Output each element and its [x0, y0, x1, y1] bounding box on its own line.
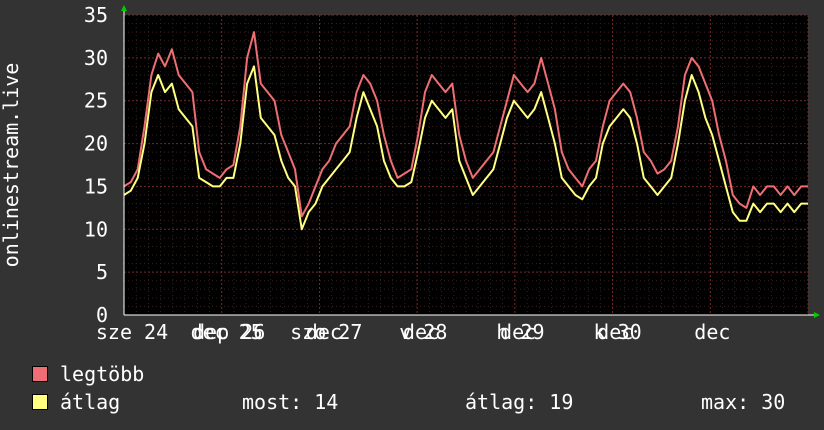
x-tick-label: v 28	[399, 320, 447, 344]
y-tick-label: 15	[84, 174, 108, 198]
x-tick-label: h 29	[496, 320, 544, 344]
x-tick-label: k 30	[594, 320, 642, 344]
x-tick-label: dec	[694, 320, 730, 344]
x-tick-label: dec 25	[191, 320, 263, 344]
y-tick-label: 35	[84, 3, 108, 27]
x-axis-arrow	[814, 312, 820, 318]
x-tick-label: dec	[500, 320, 536, 344]
x-tick-label: sze 24	[96, 320, 168, 344]
series-line-max	[123, 31, 808, 218]
y-tick-label: 20	[84, 132, 108, 156]
series-line-avg	[123, 65, 808, 231]
series-layer	[123, 31, 808, 231]
axes	[121, 5, 820, 318]
x-tick-label: dec	[597, 320, 633, 344]
y-axis-label: onlinestream.live	[0, 63, 23, 268]
x-tick-label: dep 26	[193, 320, 265, 344]
y-tick-label: 25	[84, 89, 108, 113]
y-tick-label: 10	[84, 217, 108, 241]
plot-background	[124, 15, 808, 315]
y-tick-label: 0	[96, 303, 108, 327]
x-tick-label: szo 27	[290, 320, 362, 344]
y-tick-labels: 0 5 10 15 20 25 30 35	[84, 3, 108, 327]
y-tick-label: 5	[96, 260, 108, 284]
y-tick-label: 30	[84, 46, 108, 70]
x-tick-label: dec	[403, 320, 439, 344]
y-axis-arrow	[121, 5, 127, 11]
x-tick-label: dec	[306, 320, 342, 344]
